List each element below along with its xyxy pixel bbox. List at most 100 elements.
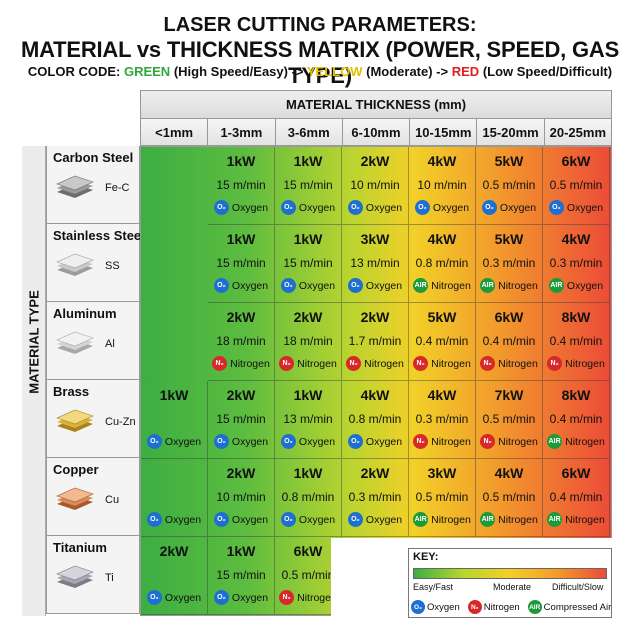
speed-value: 0.8 m/min (348, 412, 402, 426)
gas-label: Oxygen (164, 591, 202, 604)
speed-value: 0.8 m/min (415, 256, 469, 270)
compressed-air-icon: AIR (547, 512, 563, 527)
material-name: Brass (53, 384, 90, 399)
parameter-cell: 7kW 0.5 m/min N₂ Nitrogen (476, 381, 543, 459)
color-code-red: RED (451, 64, 480, 79)
power-value: 1kW (293, 465, 323, 481)
gas-type: AIR Nitrogen (409, 512, 475, 527)
material-name: Stainless Steel (53, 228, 145, 243)
gas-label: Nitrogen (498, 513, 538, 526)
gas-type: AIR Nitrogen (543, 434, 609, 449)
nitrogen-icon: N₂ (467, 600, 482, 614)
gas-type: O₂ Oxygen (342, 200, 408, 215)
oxygen-icon: O₂ (146, 590, 162, 605)
parameter-cell: 2kW 0.3 m/min O₂ Oxygen (342, 459, 409, 537)
speed-value: 0.5 m/min (415, 490, 469, 504)
parameter-cell: 3kW 0.5 m/min AIR Nitrogen (409, 459, 476, 537)
parameter-cell: 6kW 0.4 m/min AIR Nitrogen (543, 459, 610, 537)
power-value: 2kW (360, 153, 390, 169)
parameter-cell: O₂ Oxygen (141, 459, 208, 537)
oxygen-icon: O₂ (213, 200, 229, 215)
speed-value: 0.4 m/min (482, 334, 536, 348)
parameter-cell: 1kW 15 m/min O₂ Oxygen (275, 225, 342, 303)
gas-label: Oxygen (566, 201, 604, 214)
power-value: 8kW (561, 387, 591, 403)
parameter-cell: 1kW 15 m/min O₂ Oxygen (208, 225, 275, 303)
gas-label: Nitrogen (565, 513, 605, 526)
speed-value: 0.4 m/min (549, 490, 603, 504)
speed-value: 15 m/min (216, 412, 266, 426)
color-code-legend: COLOR CODE: GREEN (High Speed/Easy) -> Y… (0, 64, 640, 79)
parameter-cell: 4kW 0.8 m/min AIR Nitrogen (409, 225, 476, 303)
parameter-cell: 2kW 18 m/min N₂ Nitrogen (208, 303, 275, 381)
gas-label: Nitrogen (431, 279, 471, 292)
gas-label: Oxygen (298, 279, 336, 292)
nitrogen-icon: N₂ (413, 434, 429, 449)
gas-label: Oxygen (365, 279, 403, 292)
color-code-red-desc: (Low Speed/Difficult) (482, 64, 613, 79)
gas-type: O₂ Oxygen (342, 512, 408, 527)
nitrogen-icon: N₂ (212, 356, 228, 371)
gas-type: AIR Nitrogen (543, 512, 609, 527)
material-code: Ti (105, 572, 114, 584)
material-name: Copper (53, 462, 99, 477)
compressed-air-icon: AIR (480, 512, 496, 527)
parameter-cell: 5kW 0.3 m/min AIR Nitrogen (476, 225, 543, 303)
gas-type: O₂ Oxygen (275, 512, 341, 527)
thickness-column-headers: <1mm 1-3mm 3-6mm 6-10mm 10-15mm 15-20mm 20-25m… (140, 118, 612, 146)
column-header: 1-3mm (208, 119, 276, 145)
speed-value: 10 m/min (350, 178, 400, 192)
material-row-label: Titanium Ti (46, 536, 140, 614)
compressed-air-icon: AIR (480, 278, 496, 293)
gas-type: AIR Oxygen (543, 278, 609, 293)
gas-type: O₂ Oxygen (208, 434, 274, 449)
oxygen-icon: O₂ (347, 512, 363, 527)
gas-type: N₂ Nitrogen (275, 590, 341, 605)
power-value: 2kW (226, 309, 256, 325)
gas-type: O₂ Oxygen (342, 278, 408, 293)
gas-type: O₂ Oxygen (275, 434, 341, 449)
gas-type: O₂ Oxygen (208, 278, 274, 293)
power-value: 1kW (293, 387, 323, 403)
power-value: 5kW (427, 309, 457, 325)
power-value: 6kW (561, 153, 591, 169)
parameter-cell: 1kW 13 m/min O₂ Oxygen (275, 381, 342, 459)
power-value: 4kW (360, 387, 390, 403)
gas-label: Oxygen (231, 591, 269, 604)
gas-type: O₂ Oxygen (208, 512, 274, 527)
material-type-bar (22, 146, 46, 616)
material-code: Cu-Zn (105, 416, 136, 428)
material-sample-icon (55, 564, 95, 592)
parameter-cell: 2kW 18 m/min N₂ Nitrogen (275, 303, 342, 381)
gas-type: O₂ Oxygen (208, 200, 274, 215)
material-code: SS (105, 260, 120, 272)
gas-label: Oxygen (231, 201, 269, 214)
nitrogen-icon: N₂ (279, 356, 295, 371)
gas-label: Nitrogen (297, 357, 337, 370)
oxygen-icon: O₂ (213, 434, 229, 449)
parameter-cell: 2kW 1.7 m/min N₂ Nitrogen (342, 303, 409, 381)
gas-label: Nitrogen (230, 357, 270, 370)
power-value: 4kW (561, 231, 591, 247)
gas-type: AIR Nitrogen (476, 512, 542, 527)
parameter-cell: 8kW 0.4 m/min N₂ Nitrogen (543, 303, 610, 381)
parameter-cell: 3kW 13 m/min O₂ Oxygen (342, 225, 409, 303)
color-code-prefix: COLOR CODE: (27, 64, 121, 79)
power-value: 6kW (494, 309, 524, 325)
nitrogen-icon: N₂ (480, 434, 496, 449)
power-value: 6kW (561, 465, 591, 481)
power-value: 2kW (360, 309, 390, 325)
color-code-yellow-desc: (Moderate) -> (366, 64, 449, 79)
speed-value: 0.3 m/min (415, 412, 469, 426)
gas-type: O₂ Oxygen (476, 200, 542, 215)
gas-label: Nitrogen (297, 591, 337, 604)
oxygen-icon: O₂ (213, 512, 229, 527)
speed-value: 0.5 m/min (482, 490, 536, 504)
parameter-cell: 2kW O₂ Oxygen (141, 537, 208, 615)
material-row-label: Copper Cu (46, 458, 140, 536)
gas-type: O₂ Oxygen (141, 590, 207, 605)
nitrogen-icon: N₂ (547, 356, 563, 371)
oxygen-icon: O₂ (347, 278, 363, 293)
power-value: 7kW (494, 387, 524, 403)
speed-value: 0.5 m/min (482, 178, 536, 192)
